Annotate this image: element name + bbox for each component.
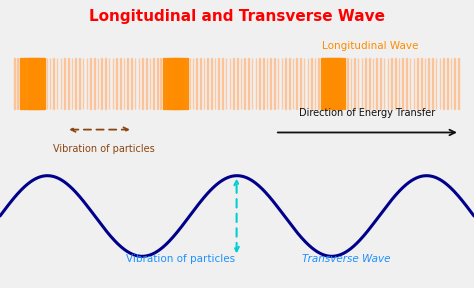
Bar bbox=[175, 58, 178, 109]
Bar bbox=[23, 58, 25, 109]
Bar bbox=[135, 58, 136, 109]
Bar bbox=[172, 58, 174, 109]
Bar bbox=[338, 58, 341, 109]
Bar bbox=[226, 58, 227, 109]
Bar bbox=[196, 58, 197, 109]
Bar bbox=[222, 58, 223, 109]
Bar bbox=[413, 58, 414, 109]
Text: Longitudinal Wave: Longitudinal Wave bbox=[322, 41, 419, 51]
Bar bbox=[170, 58, 173, 109]
Bar bbox=[289, 58, 290, 109]
Bar bbox=[333, 58, 335, 109]
Text: Vibration of particles: Vibration of particles bbox=[54, 144, 155, 154]
Bar bbox=[334, 58, 337, 109]
Bar bbox=[35, 58, 37, 109]
Bar bbox=[406, 58, 407, 109]
Bar bbox=[259, 58, 260, 109]
Bar bbox=[344, 58, 346, 109]
Bar bbox=[300, 58, 301, 109]
Bar bbox=[38, 58, 41, 109]
Bar bbox=[458, 58, 459, 109]
Bar bbox=[101, 58, 102, 109]
Bar bbox=[255, 58, 256, 109]
Bar bbox=[402, 58, 403, 109]
Text: Transverse Wave: Transverse Wave bbox=[302, 253, 390, 264]
Bar bbox=[347, 58, 348, 109]
Bar bbox=[233, 58, 234, 109]
Bar bbox=[90, 58, 91, 109]
Bar bbox=[26, 58, 27, 109]
Bar bbox=[105, 58, 106, 109]
Bar bbox=[53, 58, 54, 109]
Bar bbox=[112, 58, 113, 109]
Bar bbox=[252, 58, 253, 109]
Bar bbox=[341, 58, 343, 109]
Bar bbox=[68, 58, 69, 109]
Bar bbox=[365, 58, 366, 109]
Bar bbox=[318, 58, 319, 109]
Bar bbox=[376, 58, 377, 109]
Bar bbox=[75, 58, 76, 109]
Bar bbox=[138, 58, 139, 109]
Text: Longitudinal and Transverse Wave: Longitudinal and Transverse Wave bbox=[89, 9, 385, 24]
Bar bbox=[131, 58, 132, 109]
Text: Direction of Energy Transfer: Direction of Energy Transfer bbox=[299, 108, 436, 118]
Bar bbox=[248, 58, 249, 109]
Bar bbox=[369, 58, 370, 109]
Bar bbox=[321, 58, 323, 109]
Bar bbox=[186, 58, 188, 109]
Bar bbox=[31, 58, 34, 109]
Bar bbox=[417, 58, 418, 109]
Bar bbox=[263, 58, 264, 109]
Bar bbox=[64, 58, 65, 109]
Bar bbox=[432, 58, 433, 109]
Bar bbox=[329, 58, 332, 109]
Bar bbox=[174, 58, 176, 109]
Bar bbox=[439, 58, 440, 109]
Bar bbox=[331, 58, 334, 109]
Bar bbox=[229, 58, 230, 109]
Bar bbox=[36, 58, 39, 109]
Bar bbox=[328, 58, 330, 109]
Text: Vibration of particles: Vibration of particles bbox=[126, 253, 235, 264]
Bar bbox=[428, 58, 429, 109]
Bar bbox=[163, 58, 165, 109]
Bar bbox=[166, 58, 168, 109]
Bar bbox=[14, 58, 15, 109]
Bar bbox=[20, 58, 22, 109]
Bar bbox=[323, 58, 326, 109]
Bar bbox=[41, 58, 43, 109]
Bar bbox=[177, 58, 180, 109]
Bar bbox=[116, 58, 117, 109]
Bar bbox=[181, 58, 183, 109]
Bar bbox=[391, 58, 392, 109]
Bar bbox=[200, 58, 201, 109]
Bar bbox=[168, 58, 171, 109]
Bar bbox=[27, 58, 30, 109]
Bar bbox=[436, 58, 437, 109]
Bar bbox=[179, 58, 182, 109]
Bar bbox=[142, 58, 143, 109]
Bar bbox=[336, 58, 338, 109]
Bar bbox=[354, 58, 355, 109]
Bar bbox=[183, 58, 185, 109]
Bar bbox=[43, 58, 45, 109]
Bar bbox=[33, 58, 36, 109]
Bar bbox=[207, 58, 208, 109]
Bar bbox=[380, 58, 381, 109]
Bar bbox=[274, 58, 275, 109]
Bar bbox=[79, 58, 80, 109]
Bar bbox=[311, 58, 312, 109]
Bar bbox=[443, 58, 444, 109]
Bar bbox=[285, 58, 286, 109]
Bar bbox=[326, 58, 328, 109]
Bar bbox=[29, 58, 32, 109]
Bar bbox=[296, 58, 297, 109]
